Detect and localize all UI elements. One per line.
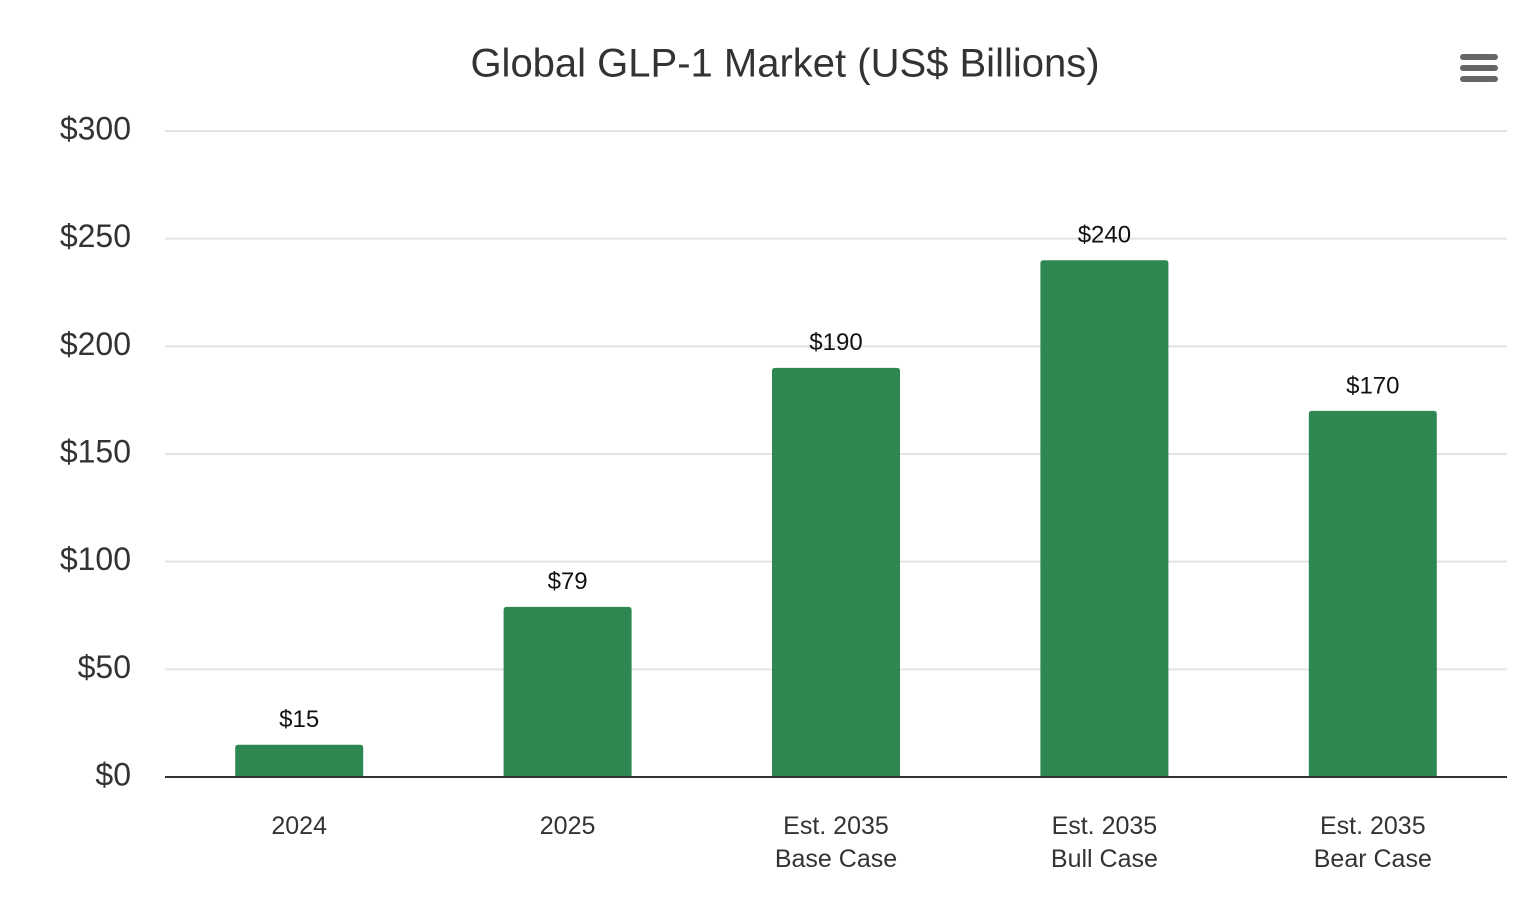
y-tick-label: $100 [60,541,131,577]
data-label: $190 [809,329,862,356]
x-tick-label: Est. 2035 Bull Case [1050,812,1158,873]
y-tick-label: $50 [78,649,131,685]
data-label: $15 [279,706,319,733]
y-tick-label: $200 [60,326,131,362]
y-tick-label: $250 [60,218,131,254]
x-tick-label: Est. 2035 Base Case [774,812,898,873]
x-tick-label: 2024 [271,812,327,840]
bar [772,367,900,777]
y-tick-label: $0 [95,756,131,792]
y-tick-label: $150 [60,433,131,469]
chart-title: Global GLP-1 Market (US$ Billions) [470,42,1099,86]
bar [235,744,364,777]
x-tick-label: Est. 2035 Bear Case [1313,812,1432,873]
data-label: $79 [548,568,588,595]
bar [1308,410,1437,777]
menu-bar[interactable] [1460,76,1498,82]
menu-bar[interactable] [1460,65,1498,71]
bar [1040,260,1169,777]
data-label: $170 [1346,372,1399,399]
y-tick-label: $300 [60,110,131,146]
menu-bar[interactable] [1460,54,1498,60]
x-tick-label: 2025 [539,812,596,840]
menu-button[interactable] [1460,54,1498,82]
bar [503,606,632,777]
data-label: $240 [1078,222,1131,249]
